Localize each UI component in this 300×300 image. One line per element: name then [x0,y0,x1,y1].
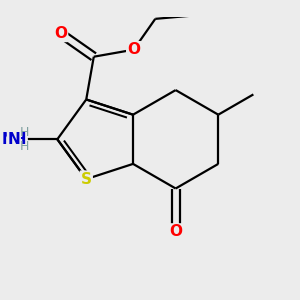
Text: NH: NH [1,132,27,147]
Text: N: N [8,132,20,147]
Text: H: H [20,126,29,139]
Text: O: O [169,224,182,239]
Text: S: S [81,172,92,187]
Text: O: O [54,26,67,41]
Text: H: H [20,140,29,153]
Text: O: O [127,42,140,57]
